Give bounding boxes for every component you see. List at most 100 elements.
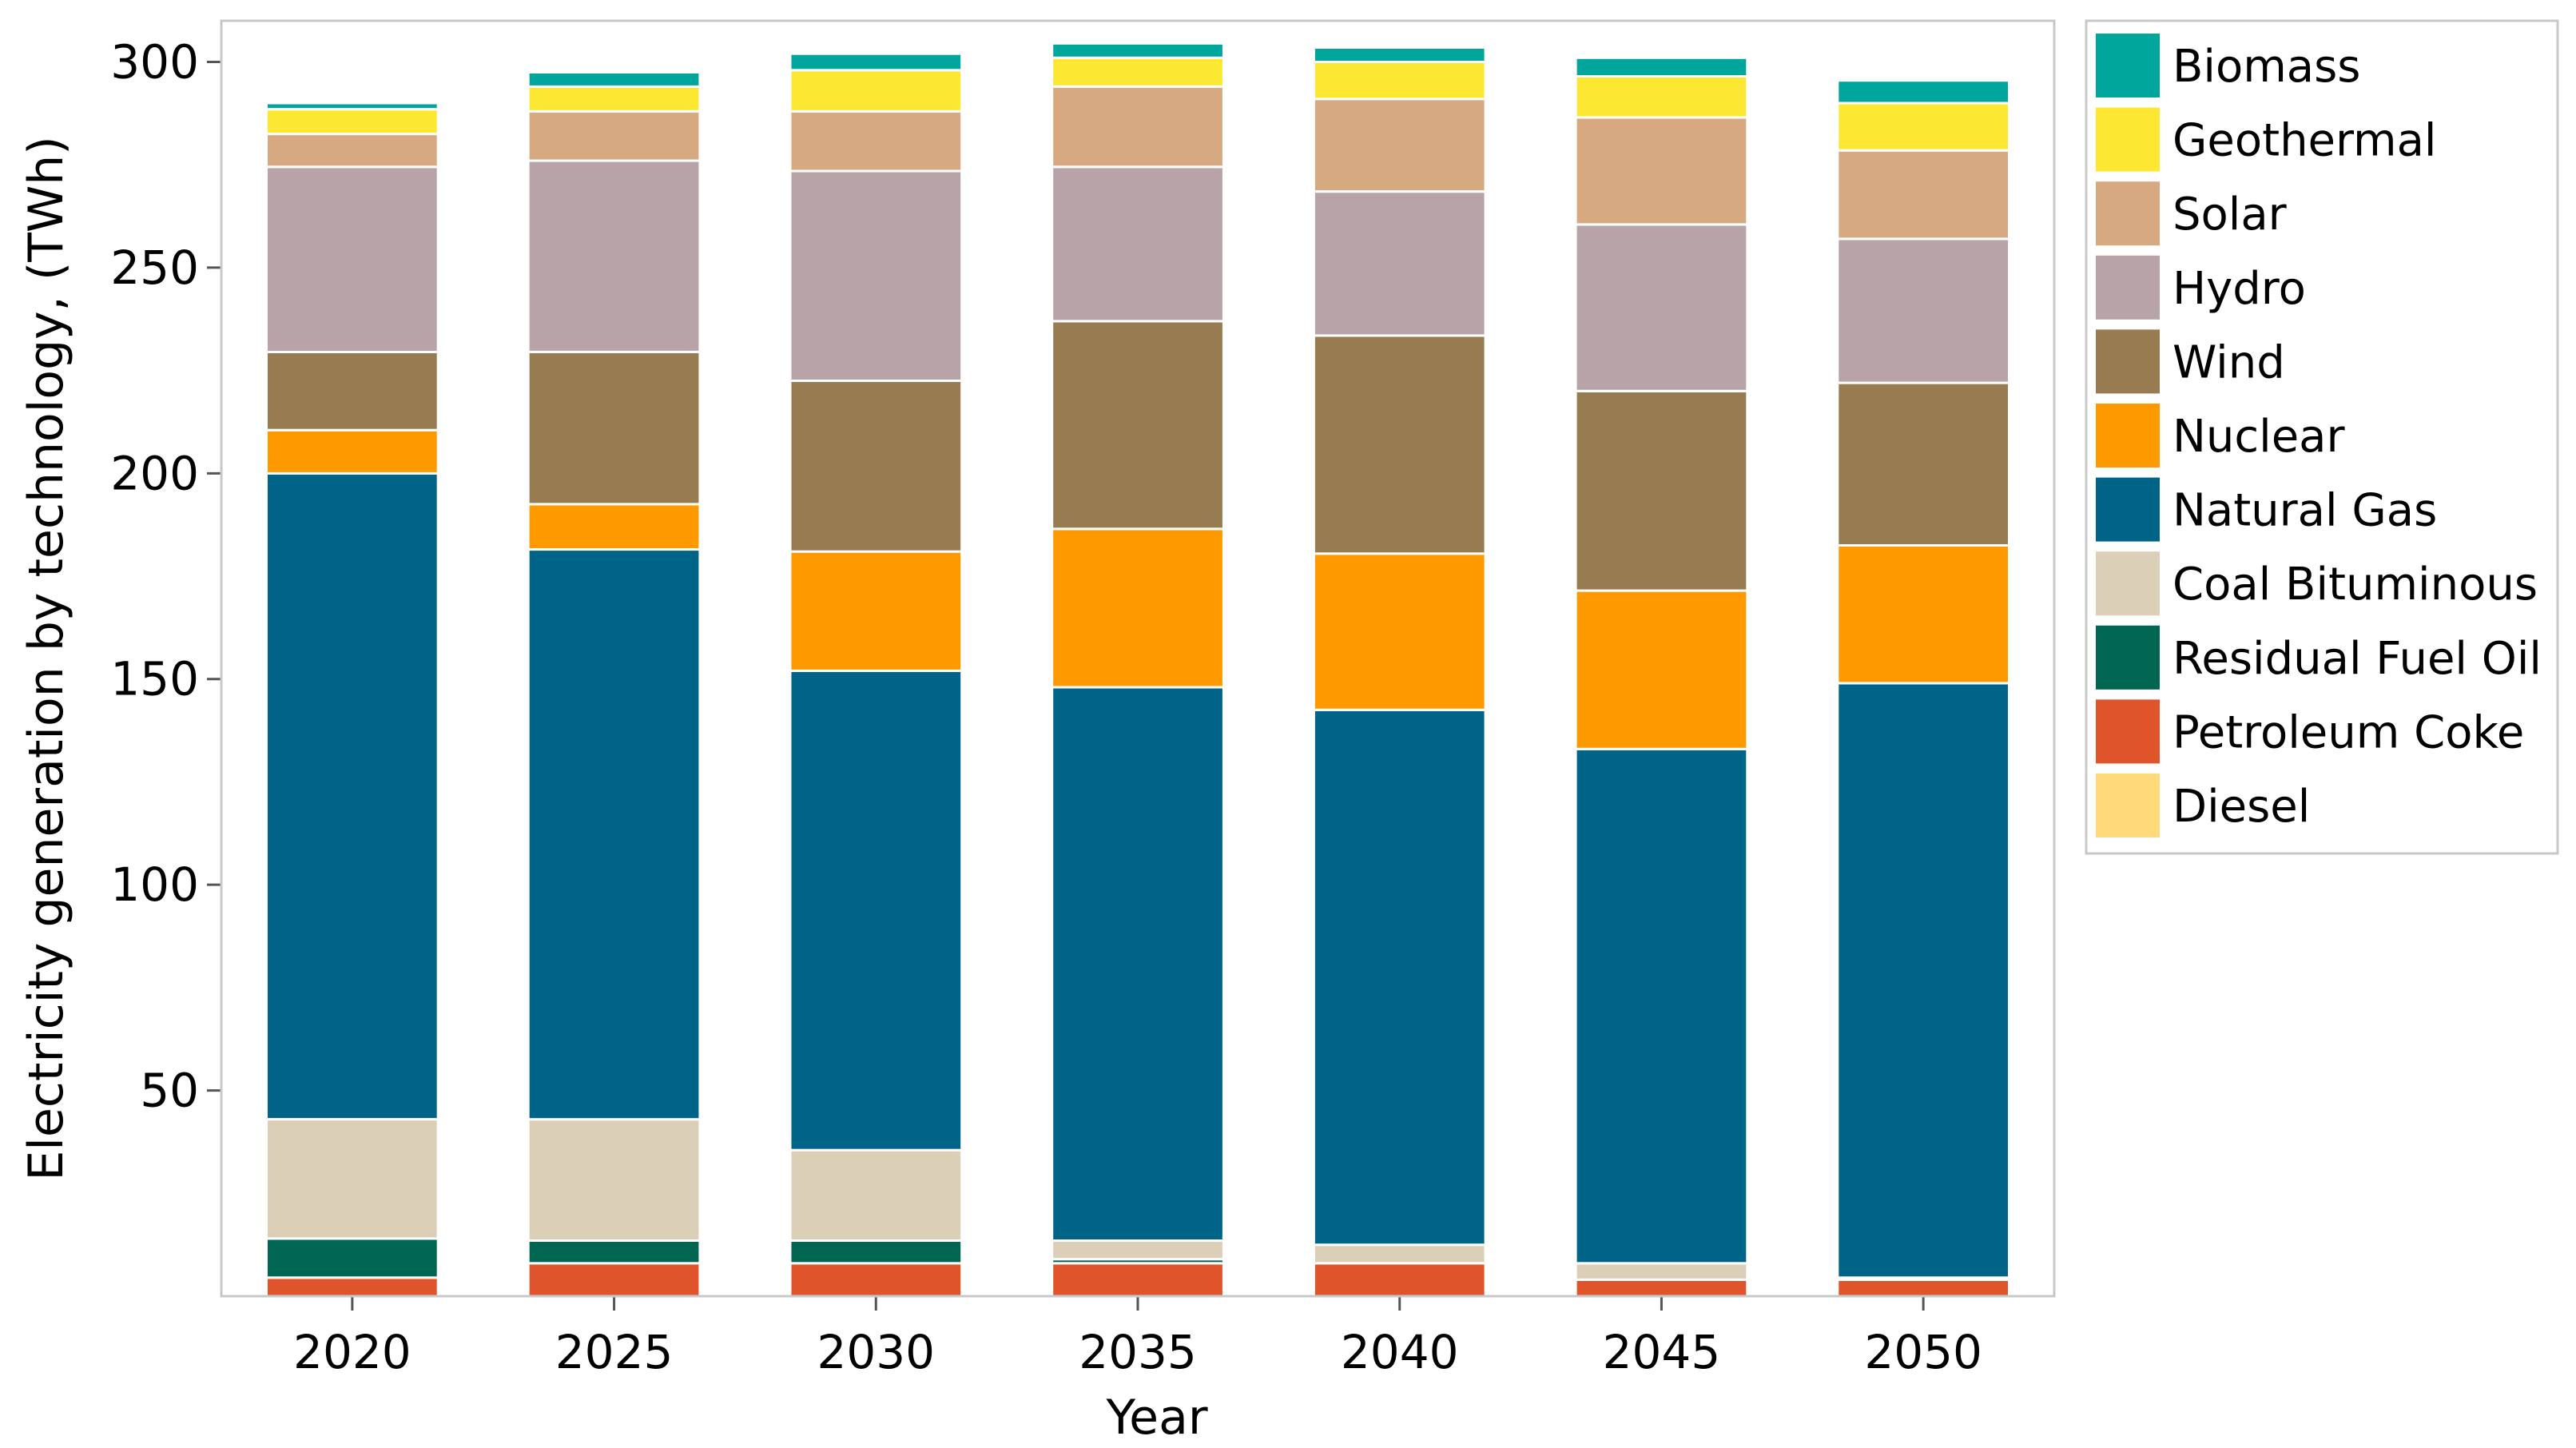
bar-nuclear-2050 <box>1836 543 2011 685</box>
x-tick-label: 2040 <box>1341 1325 1459 1379</box>
y-tick-label: 100 <box>110 857 199 912</box>
bar-geothermal-2040 <box>1312 61 1487 101</box>
y-tick-label: 150 <box>110 652 199 706</box>
legend-label-wind: Wind <box>2173 336 2285 388</box>
bar-natural-gas-2030 <box>789 669 964 1152</box>
legend-swatch-geothermal <box>2096 107 2160 172</box>
bar-solar-2020 <box>265 133 439 169</box>
bar-hydro-2045 <box>1574 223 1749 392</box>
plot-frame <box>220 19 2056 1298</box>
bar-solar-2035 <box>1051 85 1225 169</box>
bar-nuclear-2025 <box>527 503 702 551</box>
bar-coal-bituminous-2035 <box>1051 1239 1225 1261</box>
bar-solar-2030 <box>789 109 964 173</box>
bar-biomass-2045 <box>1574 56 1749 78</box>
bar-solar-2045 <box>1574 116 1749 226</box>
legend-label-nuclear: Nuclear <box>2173 411 2346 463</box>
bar-residual-fuel-oil-2020 <box>265 1237 439 1279</box>
legend-swatch-nuclear <box>2096 404 2160 467</box>
bar-residual-fuel-oil-2025 <box>527 1239 702 1265</box>
bar-wind-2035 <box>1051 320 1225 531</box>
y-axis-title: Electricity generation by technology, (T… <box>18 136 74 1180</box>
x-tick-label: 2050 <box>1864 1325 1982 1379</box>
bar-hydro-2050 <box>1836 237 2011 384</box>
bar-wind-2025 <box>527 350 702 506</box>
legend-swatch-residual-fuel-oil <box>2096 625 2160 690</box>
bar-coal-bituminous-2025 <box>527 1118 702 1242</box>
bar-wind-2030 <box>789 380 964 553</box>
legend-label-natural-gas: Natural Gas <box>2173 485 2437 537</box>
legend-label-geothermal: Geothermal <box>2173 115 2436 167</box>
bar-geothermal-2045 <box>1574 75 1749 119</box>
bar-petroleum-coke-2040 <box>1312 1262 1487 1298</box>
bar-geothermal-2050 <box>1836 101 2011 152</box>
legend-label-biomass: Biomass <box>2173 41 2360 93</box>
x-tick-label: 2030 <box>817 1325 935 1379</box>
bars-group <box>265 42 2011 1298</box>
bar-natural-gas-2045 <box>1574 747 1749 1265</box>
bar-coal-bituminous-2020 <box>265 1118 439 1240</box>
x-tick-label: 2045 <box>1603 1325 1721 1379</box>
bar-wind-2020 <box>265 350 439 432</box>
bar-biomass-2035 <box>1051 42 1225 59</box>
bar-natural-gas-2040 <box>1312 708 1487 1247</box>
x-tick-label: 2035 <box>1079 1325 1197 1379</box>
bar-coal-bituminous-2030 <box>789 1148 964 1242</box>
bar-petroleum-coke-2045 <box>1574 1278 1749 1298</box>
legend-swatch-natural-gas <box>2096 477 2160 542</box>
legend-label-coal-bituminous: Coal Bituminous <box>2173 559 2538 611</box>
bar-nuclear-2020 <box>265 428 439 475</box>
legend-swatch-diesel <box>2096 774 2160 837</box>
legend-label-petroleum-coke: Petroleum Coke <box>2173 706 2524 758</box>
legend-label-hydro: Hydro <box>2173 263 2306 315</box>
bar-wind-2040 <box>1312 334 1487 555</box>
bar-petroleum-coke-2025 <box>527 1262 702 1298</box>
legend-swatch-solar <box>2096 181 2160 246</box>
bar-hydro-2025 <box>527 159 702 353</box>
bar-geothermal-2025 <box>527 85 702 113</box>
bar-solar-2025 <box>527 109 702 162</box>
y-tick-label: 250 <box>110 241 199 295</box>
bar-natural-gas-2050 <box>1836 682 2011 1279</box>
bar-wind-2050 <box>1836 381 2011 547</box>
bar-coal-bituminous-2045 <box>1574 1262 1749 1281</box>
bar-petroleum-coke-2020 <box>265 1276 439 1298</box>
bar-biomass-2030 <box>789 52 964 72</box>
bar-hydro-2040 <box>1312 190 1487 337</box>
bar-hydro-2030 <box>789 169 964 382</box>
bar-solar-2050 <box>1836 149 2011 241</box>
bar-biomass-2020 <box>265 101 439 111</box>
legend-swatch-hydro <box>2096 255 2160 320</box>
bar-solar-2040 <box>1312 97 1487 193</box>
y-tick-label: 200 <box>110 446 199 500</box>
legend-swatch-biomass <box>2096 34 2160 97</box>
bar-residual-fuel-oil-2030 <box>789 1239 964 1265</box>
bar-natural-gas-2025 <box>527 548 702 1121</box>
bar-hydro-2035 <box>1051 165 1225 323</box>
bar-petroleum-coke-2035 <box>1051 1262 1225 1298</box>
x-tick-label: 2020 <box>293 1325 411 1379</box>
bar-nuclear-2040 <box>1312 552 1487 711</box>
y-axis: 50 100 150 200 250 300 <box>110 34 221 1118</box>
legend-swatch-coal-bituminous <box>2096 551 2160 616</box>
legend: Biomass Geothermal Solar Hydro Wind Nuclear Na… <box>2085 19 2559 855</box>
bar-nuclear-2035 <box>1051 527 1225 689</box>
legend-swatch-petroleum-coke <box>2096 699 2160 764</box>
bar-wind-2045 <box>1574 389 1749 592</box>
bar-geothermal-2035 <box>1051 56 1225 88</box>
bar-petroleum-coke-2050 <box>1836 1278 2011 1298</box>
bar-natural-gas-2035 <box>1051 686 1225 1242</box>
bar-geothermal-2030 <box>789 69 964 113</box>
bar-nuclear-2045 <box>1574 589 1749 750</box>
legend-label-diesel: Diesel <box>2173 781 2310 833</box>
legend-label-residual-fuel-oil: Residual Fuel Oil <box>2173 633 2542 685</box>
legend-frame <box>2085 19 2559 855</box>
bar-biomass-2050 <box>1836 79 2011 105</box>
bar-geothermal-2020 <box>265 108 439 136</box>
bar-coal-bituminous-2040 <box>1312 1243 1487 1265</box>
x-axis: 2020 2025 2030 2035 2040 2045 2050 <box>293 1296 1982 1379</box>
y-tick-label: 300 <box>110 34 199 89</box>
bar-biomass-2040 <box>1312 46 1487 63</box>
y-tick-label: 50 <box>140 1064 199 1118</box>
